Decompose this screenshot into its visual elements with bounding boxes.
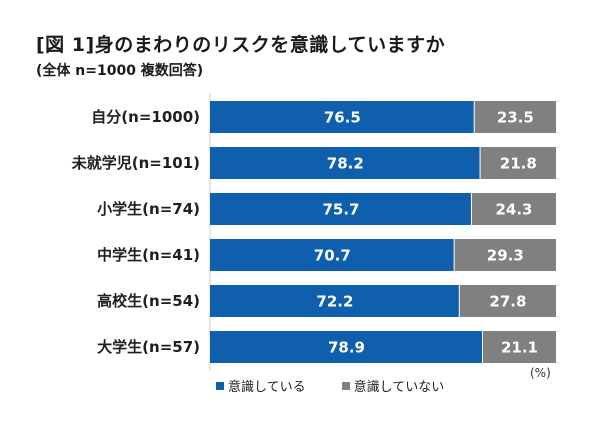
legend-item-aware: 意識している	[216, 376, 306, 395]
value-label-unaware: 27.8	[489, 293, 526, 311]
value-label-unaware: 21.8	[500, 155, 537, 173]
bar-segment-aware	[210, 147, 480, 179]
bar-segment-aware	[210, 101, 474, 133]
bar-segment-unaware	[474, 101, 556, 133]
bar-segment-aware	[210, 193, 471, 225]
category-label: 未就学児(n=101)	[71, 154, 200, 172]
value-label-unaware: 21.1	[501, 339, 538, 357]
bar-segment-unaware	[459, 285, 556, 317]
bar-segment-unaware	[454, 239, 556, 271]
legend-label-unaware: 意識していない	[353, 380, 445, 395]
value-label-aware: 78.9	[328, 339, 365, 357]
bar-segment-aware	[210, 285, 459, 317]
legend-swatch-aware	[216, 381, 224, 390]
value-label-unaware: 24.3	[495, 201, 532, 219]
value-label-aware: 76.5	[324, 109, 361, 127]
value-label-aware: 78.2	[327, 155, 364, 173]
bar-segment-unaware	[480, 147, 556, 179]
category-label: 自分(n=1000)	[91, 108, 200, 126]
bar-segment-unaware	[482, 331, 556, 363]
legend-label-aware: 意識している	[228, 380, 306, 395]
legend-item-unaware: 意識していない	[341, 376, 445, 395]
legend: 意識している 意識していない	[216, 376, 444, 395]
bar-segment-aware	[210, 239, 454, 271]
category-label: 小学生(n=74)	[97, 200, 200, 218]
category-label: 大学生(n=57)	[97, 338, 200, 356]
category-label: 中学生(n=41)	[97, 246, 200, 264]
value-label-unaware: 29.3	[487, 247, 524, 265]
value-label-aware: 70.7	[314, 247, 351, 265]
legend-swatch-unaware	[341, 381, 350, 390]
value-label-unaware: 23.5	[497, 109, 534, 127]
bar-segment-aware	[210, 331, 482, 363]
unit-label: (%)	[530, 366, 551, 380]
chart-title: [図 1]身のまわりのリスクを意識していますか	[36, 34, 446, 56]
category-label: 高校生(n=54)	[97, 292, 200, 310]
value-label-aware: 75.7	[322, 201, 359, 219]
value-label-aware: 72.2	[316, 293, 353, 311]
bar-segment-unaware	[471, 193, 556, 225]
chart-subtitle: (全体 n=1000 複数回答)	[36, 63, 204, 79]
